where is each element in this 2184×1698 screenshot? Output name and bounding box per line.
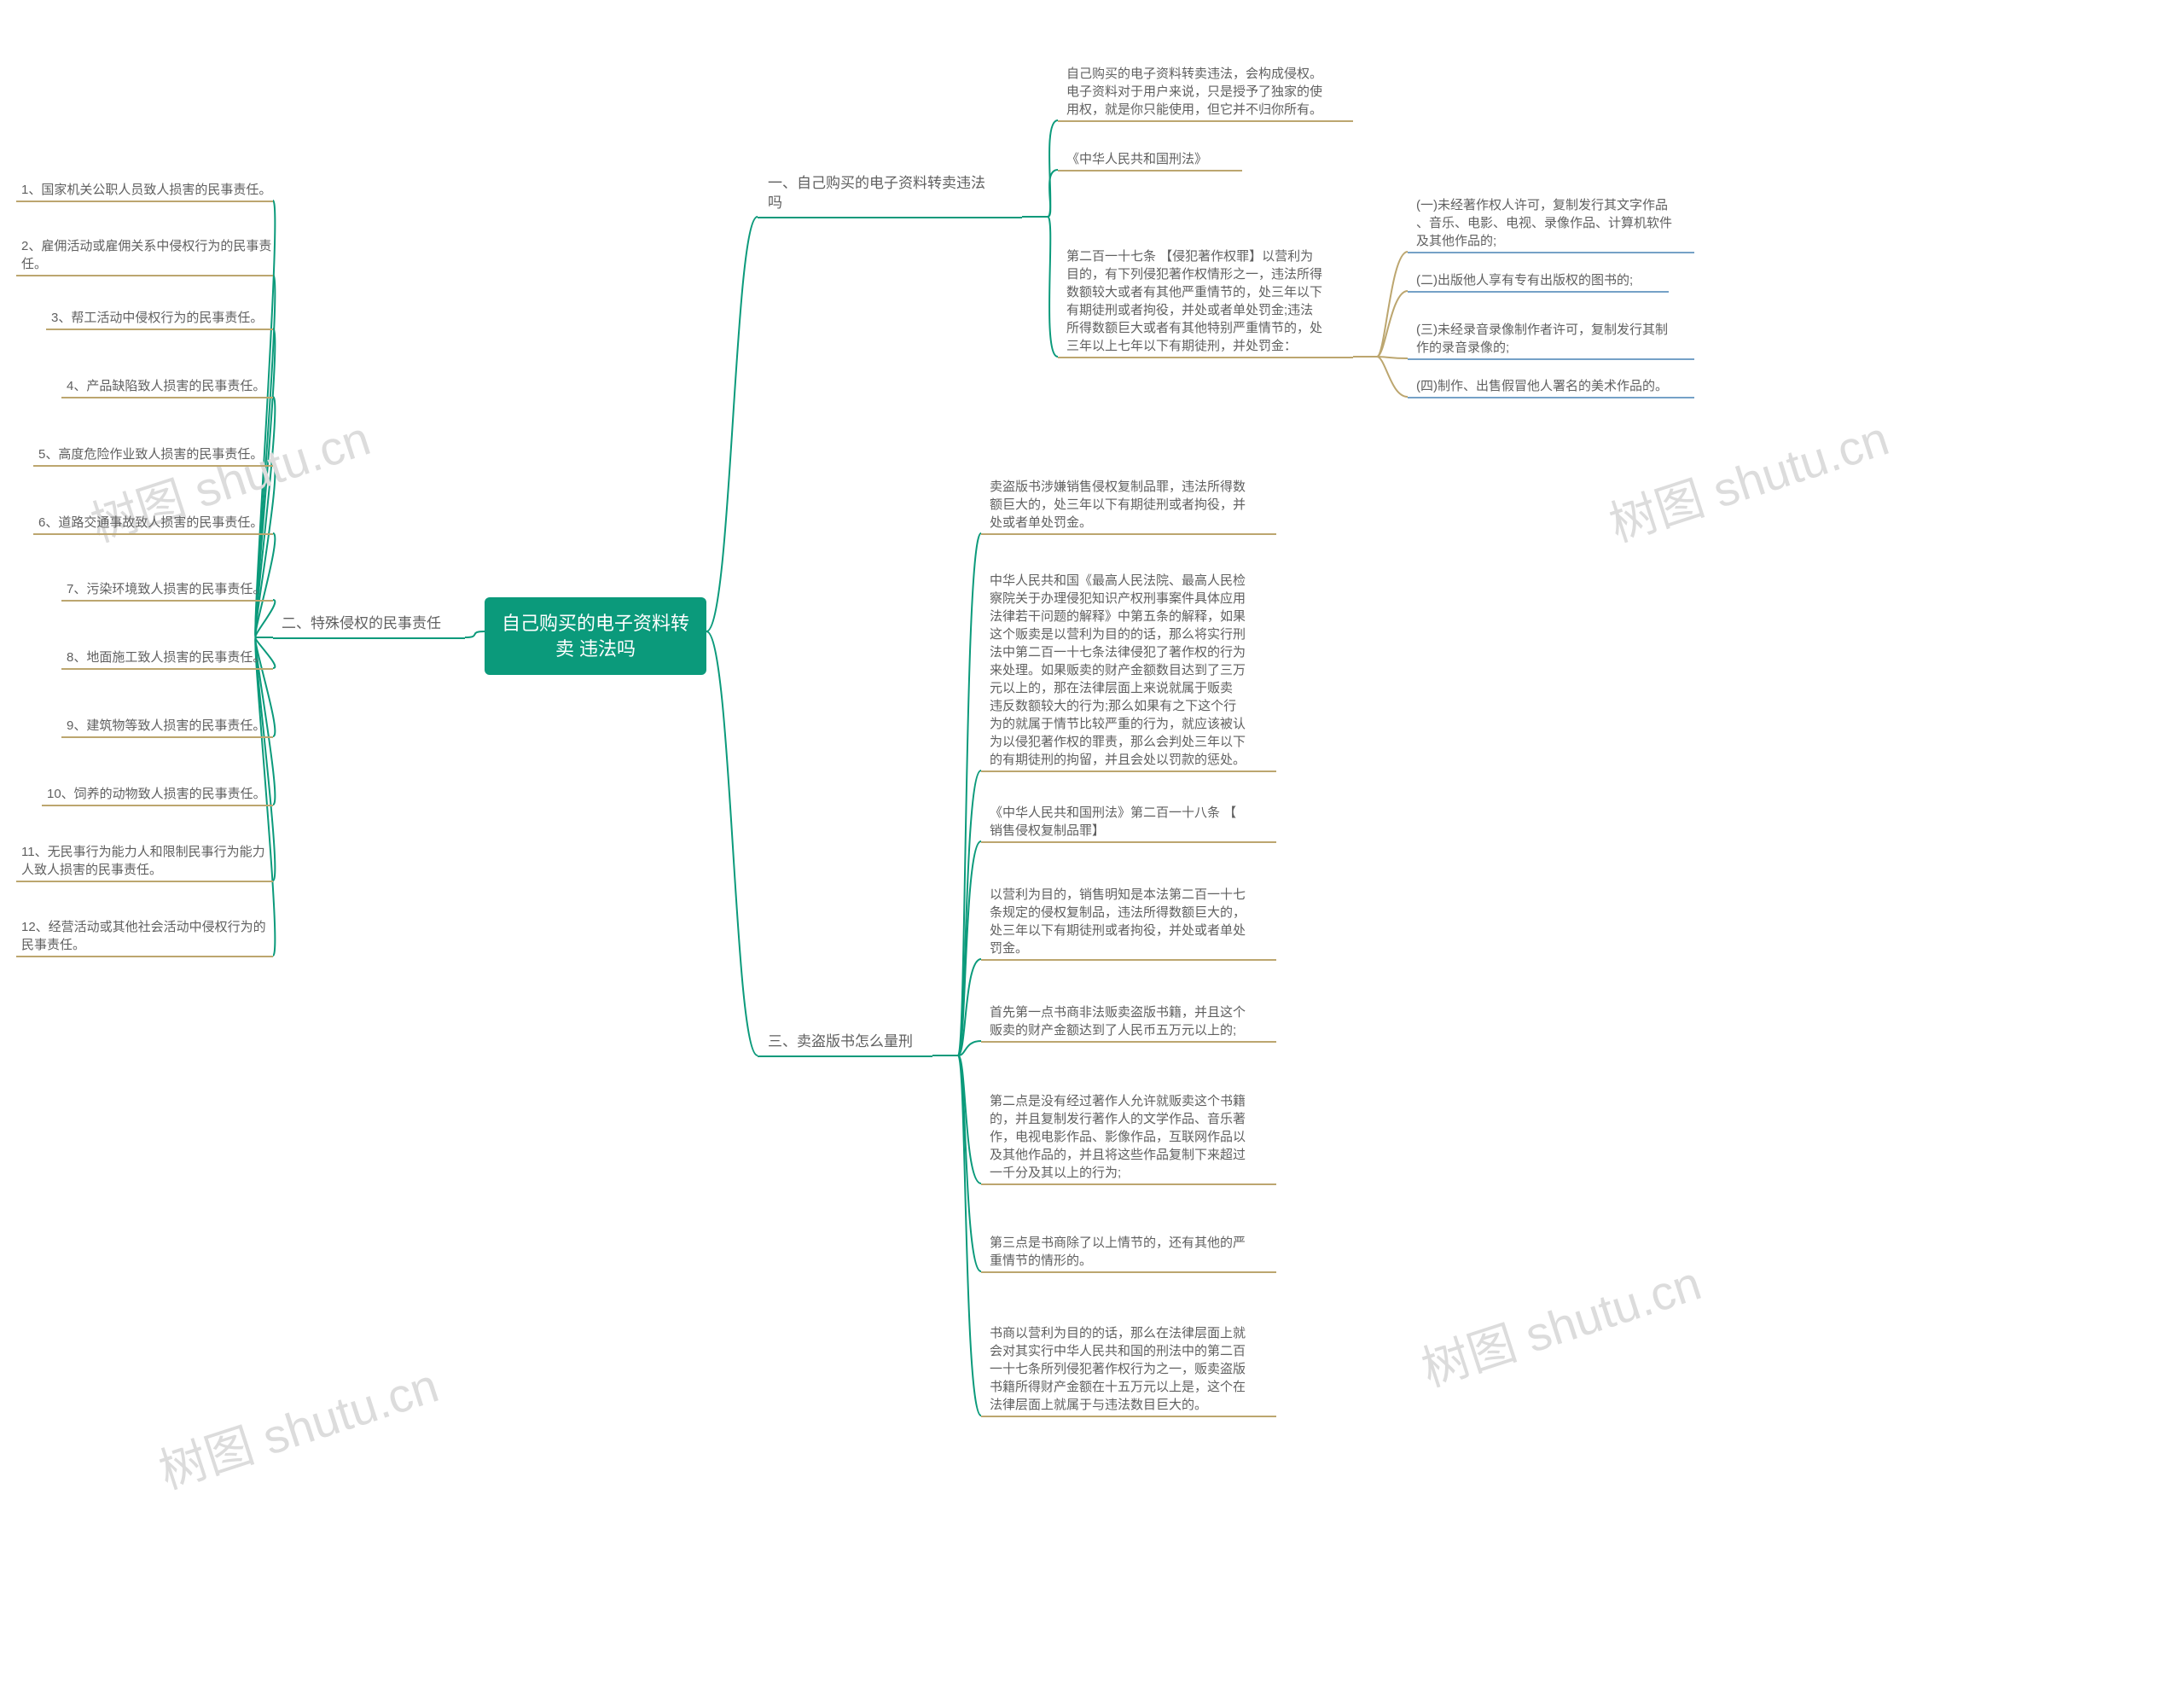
branch-1-leaf-1: 《中华人民共和国刑法》 — [1066, 150, 1237, 168]
branch-3-leaf-7: 书商以营利为目的的话，那么在法律层面上就 会对其实行中华人民共和国的刑法中的第二… — [990, 1324, 1271, 1414]
branch-3-leaf-4: 首先第一点书商非法贩卖盗版书籍，并且这个 贩卖的财产金额达到了人民币五万元以上的… — [990, 1003, 1271, 1039]
branch-1-leaf-2-sub-1: (二)出版他人享有专有出版权的图书的; — [1416, 271, 1664, 289]
branch-1-leaf-2-sub-2: (三)未经录音录像制作者许可，复制发行其制 作的录音录像的; — [1416, 321, 1689, 357]
branch-1-label: 一、自己购买的电子资料转卖违法 吗 — [768, 174, 1015, 213]
branch-1-leaf-2-sub-3: (四)制作、出售假冒他人署名的美术作品的。 — [1416, 377, 1689, 395]
branch-1-leaf-0: 自己购买的电子资料转卖违法，会构成侵权。 电子资料对于用户来说，只是授予了独家的… — [1066, 65, 1348, 119]
branch-2-label: 二、特殊侵权的民事责任 — [282, 614, 456, 634]
branch-3-leaf-6: 第三点是书商除了以上情节的，还有其他的严 重情节的情形的。 — [990, 1234, 1271, 1270]
branch-2-leaf-11: 12、经营活动或其他社会活动中侵权行为的 民事责任。 — [21, 918, 277, 954]
branch-2-leaf-4: 5、高度危险作业致人损害的民事责任。 — [38, 445, 277, 463]
mindmap-canvas: 树图 shutu.cn树图 shutu.cn树图 shutu.cn树图 shut… — [0, 0, 2184, 1698]
branch-2-leaf-10: 11、无民事行为能力人和限制民事行为能力 人致人损害的民事责任。 — [21, 843, 277, 879]
branch-3-leaf-3: 以营利为目的，销售明知是本法第二百一十七 条规定的侵权复制品，违法所得数额巨大的… — [990, 886, 1271, 957]
branch-2-leaf-9: 10、饲养的动物致人损害的民事责任。 — [47, 785, 277, 803]
branch-2-leaf-6: 7、污染环境致人损害的民事责任。 — [67, 580, 280, 598]
branch-2-leaf-5: 6、道路交通事故致人损害的民事责任。 — [38, 514, 277, 532]
branch-2-leaf-7: 8、地面施工致人损害的民事责任。 — [67, 648, 280, 666]
branch-3-label: 三、卖盗版书怎么量刑 — [768, 1032, 926, 1052]
branch-2-leaf-8: 9、建筑物等致人损害的民事责任。 — [67, 717, 280, 735]
branch-2-leaf-2: 3、帮工活动中侵权行为的民事责任。 — [51, 309, 273, 327]
branch-3-leaf-0: 卖盗版书涉嫌销售侵权复制品罪，违法所得数 额巨大的，处三年以下有期徒刑或者拘役，… — [990, 478, 1271, 532]
branch-3-leaf-5: 第二点是没有经过著作人允许就贩卖这个书籍 的，并且复制发行著作人的文学作品、音乐… — [990, 1092, 1271, 1182]
branch-2-leaf-3: 4、产品缺陷致人损害的民事责任。 — [67, 377, 280, 395]
branch-2-leaf-1: 2、雇佣活动或雇佣关系中侵权行为的民事责 任。 — [21, 237, 277, 273]
center-node: 自己购买的电子资料转卖 违法吗 — [485, 597, 706, 675]
branch-1-leaf-2-sub-0: (一)未经著作权人许可，复制发行其文字作品 、音乐、电影、电视、录像作品、计算机… — [1416, 196, 1689, 250]
branch-3-leaf-1: 中华人民共和国《最高人民法院、最高人民检 察院关于办理侵犯知识产权刑事案件具体应… — [990, 572, 1271, 769]
branch-1-leaf-2: 第二百一十七条 【侵犯著作权罪】以营利为 目的，有下列侵犯著作权情形之一，违法所… — [1066, 247, 1348, 355]
branch-3-leaf-2: 《中华人民共和国刑法》第二百一十八条 【 销售侵权复制品罪】 — [990, 804, 1271, 840]
branch-2-leaf-0: 1、国家机关公职人员致人损害的民事责任。 — [21, 181, 277, 199]
